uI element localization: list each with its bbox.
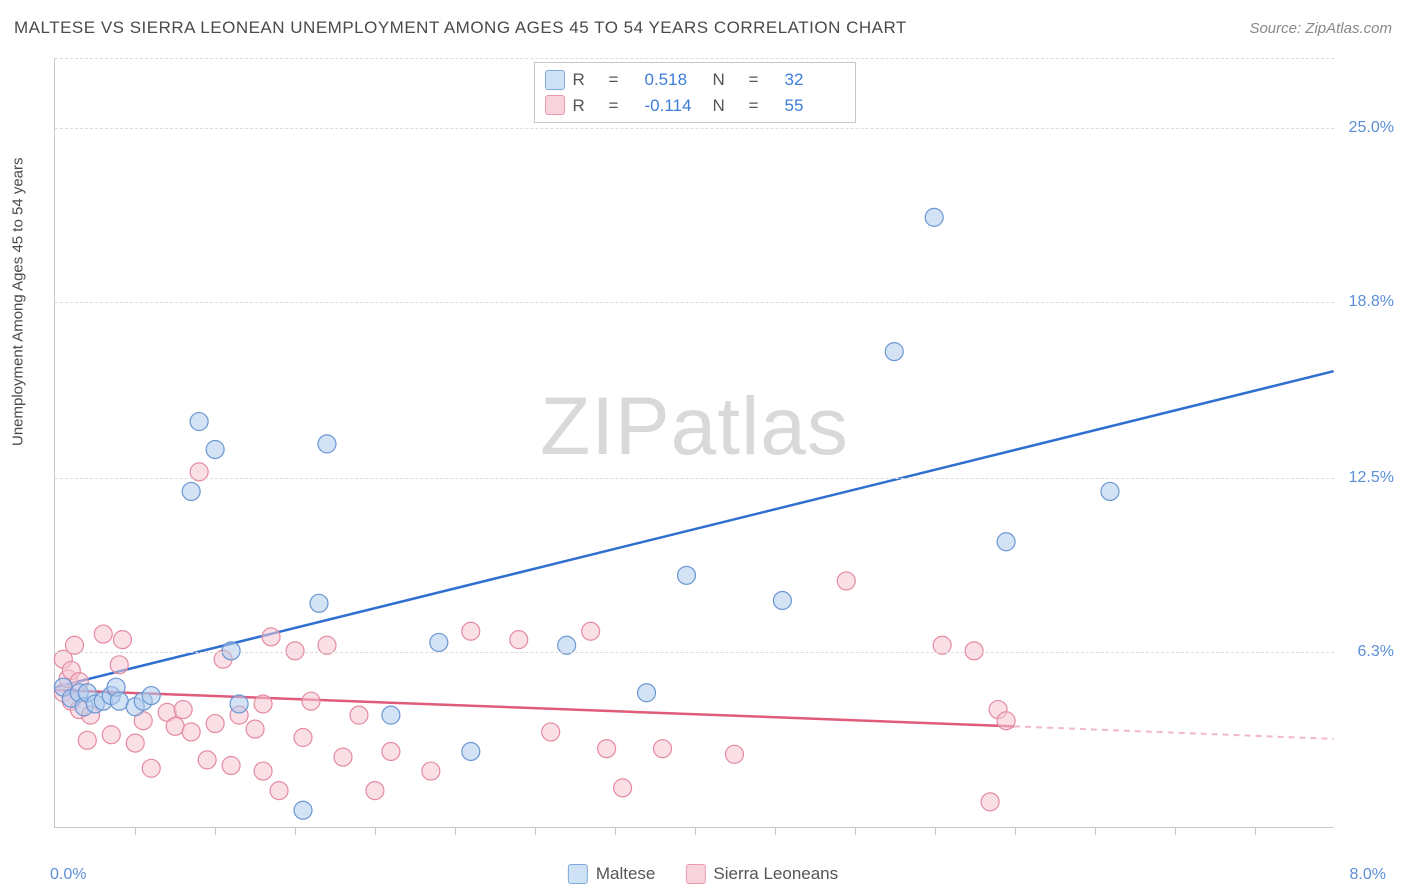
r-value-maltese: 0.518 bbox=[645, 67, 705, 93]
legend-swatch-pink-icon bbox=[685, 864, 705, 884]
chart-header: MALTESE VS SIERRA LEONEAN UNEMPLOYMENT A… bbox=[14, 18, 1392, 38]
r-value-sierra: -0.114 bbox=[645, 93, 705, 119]
chart-title: MALTESE VS SIERRA LEONEAN UNEMPLOYMENT A… bbox=[14, 18, 907, 38]
r-label: R bbox=[573, 67, 601, 93]
swatch-pink-icon bbox=[545, 95, 565, 115]
y-tick-label: 25.0% bbox=[1349, 119, 1394, 137]
legend-swatch-blue-icon bbox=[568, 864, 588, 884]
stat-row-maltese: R = 0.518 N = 32 bbox=[545, 67, 845, 93]
eq-label-3: = bbox=[609, 93, 637, 119]
legend-label-maltese: Maltese bbox=[596, 864, 656, 884]
x-max-label: 8.0% bbox=[1350, 866, 1386, 884]
n-label: N bbox=[713, 67, 741, 93]
legend-item-maltese: Maltese bbox=[568, 864, 656, 884]
plot-area: ZIPatlas R = 0.518 N = 32 R = -0.114 N =… bbox=[54, 58, 1334, 828]
bottom-legend: Maltese Sierra Leoneans bbox=[568, 864, 838, 884]
y-tick-label: 18.8% bbox=[1349, 293, 1394, 311]
legend-label-sierra: Sierra Leoneans bbox=[713, 864, 838, 884]
chart-svg bbox=[55, 58, 1334, 827]
stat-row-sierra: R = -0.114 N = 55 bbox=[545, 93, 845, 119]
source-label: Source: ZipAtlas.com bbox=[1249, 20, 1392, 37]
eq-label: = bbox=[609, 67, 637, 93]
y-tick-label: 12.5% bbox=[1349, 469, 1394, 487]
y-tick-label: 6.3% bbox=[1358, 643, 1394, 661]
swatch-blue-icon bbox=[545, 70, 565, 90]
n-label-2: N bbox=[713, 93, 741, 119]
eq-label-2: = bbox=[749, 67, 777, 93]
y-axis-label: Unemployment Among Ages 45 to 54 years bbox=[10, 157, 27, 446]
stat-legend: R = 0.518 N = 32 R = -0.114 N = 55 bbox=[534, 62, 856, 123]
x-origin-label: 0.0% bbox=[50, 866, 86, 884]
legend-item-sierra: Sierra Leoneans bbox=[685, 864, 838, 884]
eq-label-4: = bbox=[749, 93, 777, 119]
n-value-maltese: 32 bbox=[785, 67, 845, 93]
n-value-sierra: 55 bbox=[785, 93, 845, 119]
r-label-2: R bbox=[573, 93, 601, 119]
